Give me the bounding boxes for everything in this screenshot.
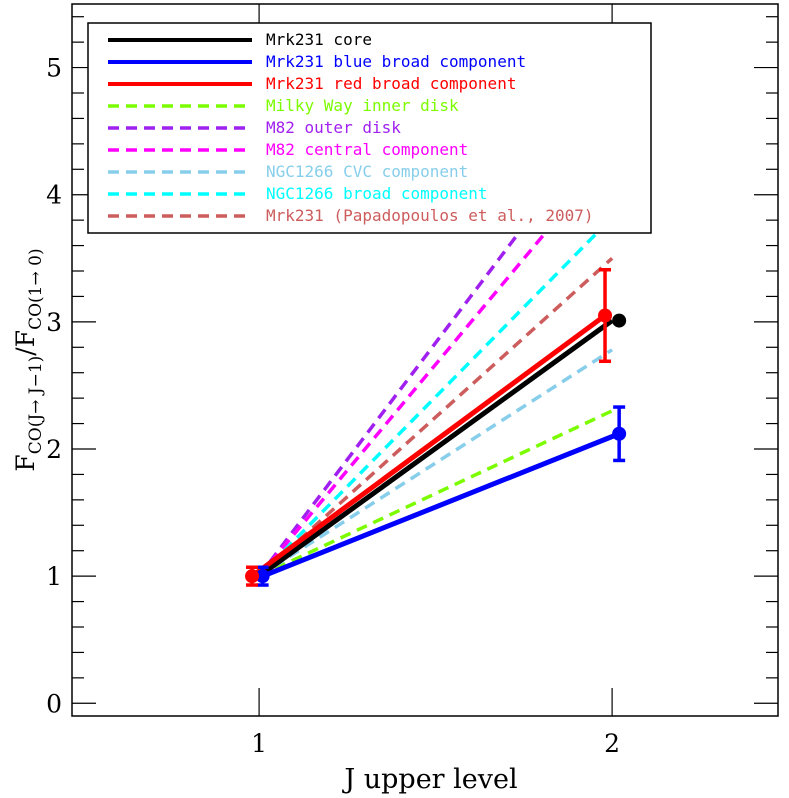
y-label-den-base: F: [11, 330, 40, 347]
y-axis-label: FCO(J→ J−1)/FCO(1→ 0): [11, 248, 46, 471]
x-axis-label: J upper level: [341, 764, 517, 795]
legend-label: Mrk231 red broad component: [266, 74, 516, 93]
y-tick-label: 3: [46, 308, 62, 337]
legend-label: Milky Way inner disk: [266, 96, 459, 115]
legend: Mrk231 core Mrk231 blue broad component Mr…: [87, 22, 652, 234]
data-point: [245, 569, 260, 584]
series-line: [257, 318, 614, 579]
series-line: [257, 256, 614, 578]
plot-frame: [71, 3, 779, 717]
series-layer: [245, 108, 627, 587]
y-tick-label: 5: [46, 54, 62, 83]
data-point: [612, 313, 627, 328]
y-label-den-sub: CO(1→ 0): [26, 248, 46, 330]
legend-label: M82 outer disk: [266, 118, 401, 137]
y-tick-label: 2: [46, 435, 62, 464]
series-line: [258, 348, 614, 578]
data-point: [612, 426, 627, 441]
x-tick-label: 1: [251, 729, 267, 758]
x-tick-label: 2: [604, 729, 620, 758]
legend-label: NGC1266 broad component: [266, 184, 488, 203]
series-line: [261, 431, 621, 579]
axes-layer: 0 1 2 3 4 5 1 2: [46, 3, 779, 758]
legend-label: M82 central component: [266, 140, 468, 159]
y-label-slash: /: [11, 347, 40, 356]
series-line: [258, 409, 613, 578]
legend-label: Mrk231 core: [266, 30, 372, 49]
y-label-num-base: F: [11, 454, 40, 471]
y-tick-label: 1: [46, 562, 62, 591]
axis-labels: J upper level FCO(J→ J−1)/FCO(1→ 0): [11, 248, 518, 795]
y-label-num-sub: CO(J→ J−1): [26, 356, 46, 455]
legend-label: Mrk231 (Papadopoulos et al., 2007): [266, 206, 594, 225]
series-line: [250, 313, 607, 579]
data-point: [255, 569, 270, 584]
legend-label: Mrk231 blue broad component: [266, 52, 526, 71]
data-point: [598, 308, 613, 323]
legend-label: NGC1266 CVC component: [266, 162, 468, 181]
y-tick-label: 0: [46, 689, 62, 718]
series-line: [257, 216, 614, 578]
y-tick-label: 4: [46, 181, 62, 210]
